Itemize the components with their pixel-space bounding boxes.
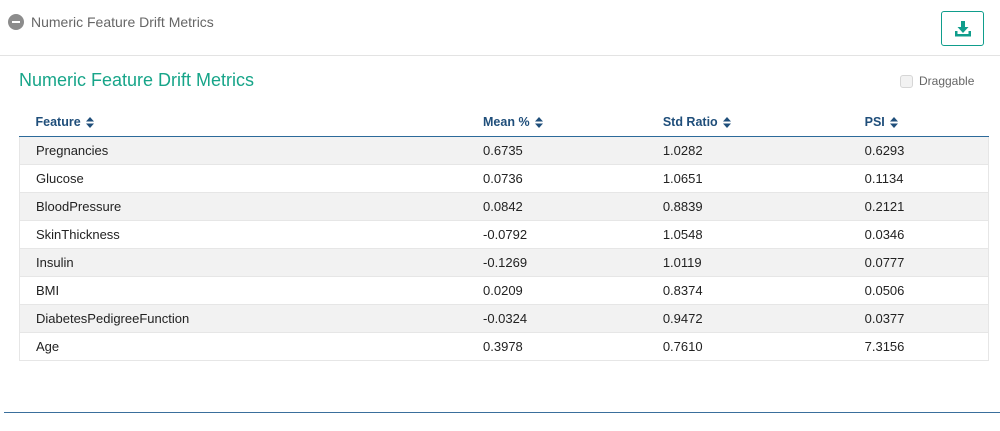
psi-cell: 0.0377 <box>848 304 989 333</box>
panel-title: Numeric Feature Drift Metrics <box>19 70 255 90</box>
column-header-label: Std Ratio <box>662 114 718 129</box>
table-row: BloodPressure 0.0842 0.8839 0.2121 <box>19 192 989 221</box>
section-title[interactable]: Numeric Feature Drift Metrics <box>31 14 214 30</box>
psi-cell: 0.1134 <box>848 164 989 193</box>
std-ratio-cell: 0.8374 <box>646 276 849 305</box>
column-header-mean-pct[interactable]: Mean % <box>467 108 647 137</box>
mean-pct-cell: 0.6735 <box>467 136 647 165</box>
table-row: Pregnancies 0.6735 1.0282 0.6293 <box>19 136 989 165</box>
feature-cell: SkinThickness <box>19 220 468 249</box>
psi-cell: 7.3156 <box>848 332 989 361</box>
feature-cell: BloodPressure <box>19 192 468 221</box>
psi-cell: 0.6293 <box>848 136 989 165</box>
std-ratio-cell: 1.0282 <box>646 136 849 165</box>
column-header-label: PSI <box>864 114 885 129</box>
sort-icon[interactable] <box>722 116 731 128</box>
std-ratio-cell: 1.0119 <box>646 248 849 277</box>
table-row: BMI 0.0209 0.8374 0.0506 <box>19 276 989 305</box>
table-row: SkinThickness -0.0792 1.0548 0.0346 <box>19 220 989 249</box>
draggable-checkbox[interactable] <box>900 74 913 88</box>
table-row: Glucose 0.0736 1.0651 0.1134 <box>19 164 989 193</box>
psi-cell: 0.0777 <box>848 248 989 277</box>
column-header-label: Mean % <box>483 114 530 129</box>
feature-cell: Insulin <box>19 248 468 277</box>
mean-pct-cell: 0.0736 <box>467 164 647 193</box>
bottom-divider <box>4 412 1000 413</box>
psi-cell: 0.0346 <box>848 220 989 249</box>
sort-icon[interactable] <box>534 116 543 128</box>
download-icon <box>955 21 971 37</box>
table-header-row: Feature Mean % Std Ratio PSI <box>19 108 989 137</box>
draggable-label: Draggable <box>919 74 975 88</box>
mean-pct-cell: -0.0324 <box>467 304 647 333</box>
table-row: Insulin -0.1269 1.0119 0.0777 <box>19 248 989 277</box>
column-header-label: Feature <box>35 114 81 129</box>
mean-pct-cell: 0.0209 <box>467 276 647 305</box>
feature-cell: Glucose <box>19 164 468 193</box>
section-header: Numeric Feature Drift Metrics <box>0 0 1000 56</box>
mean-pct-cell: 0.3978 <box>467 332 647 361</box>
mean-pct-cell: -0.1269 <box>467 248 647 277</box>
feature-cell: DiabetesPedigreeFunction <box>19 304 468 333</box>
column-header-feature[interactable]: Feature <box>19 108 468 137</box>
sort-icon[interactable] <box>85 116 94 128</box>
feature-cell: Pregnancies <box>19 136 468 165</box>
feature-cell: Age <box>19 332 468 361</box>
sort-icon[interactable] <box>889 116 898 128</box>
psi-cell: 0.0506 <box>848 276 989 305</box>
column-header-psi[interactable]: PSI <box>848 108 989 137</box>
minus-circle-icon[interactable] <box>8 14 24 30</box>
std-ratio-cell: 1.0548 <box>646 220 849 249</box>
table-row: Age 0.3978 0.7610 7.3156 <box>19 332 989 361</box>
table-row: DiabetesPedigreeFunction -0.0324 0.9472 … <box>19 304 989 333</box>
std-ratio-cell: 0.7610 <box>646 332 849 361</box>
mean-pct-cell: 0.0842 <box>467 192 647 221</box>
std-ratio-cell: 0.9472 <box>646 304 849 333</box>
download-button[interactable] <box>941 11 984 46</box>
std-ratio-cell: 1.0651 <box>646 164 849 193</box>
std-ratio-cell: 0.8839 <box>646 192 849 221</box>
feature-cell: BMI <box>19 276 468 305</box>
column-header-std-ratio[interactable]: Std Ratio <box>646 108 849 137</box>
drift-metrics-table: Feature Mean % Std Ratio PSI Pregnancies… <box>19 108 989 361</box>
mean-pct-cell: -0.0792 <box>467 220 647 249</box>
psi-cell: 0.2121 <box>848 192 989 221</box>
draggable-toggle[interactable]: Draggable <box>900 73 974 89</box>
